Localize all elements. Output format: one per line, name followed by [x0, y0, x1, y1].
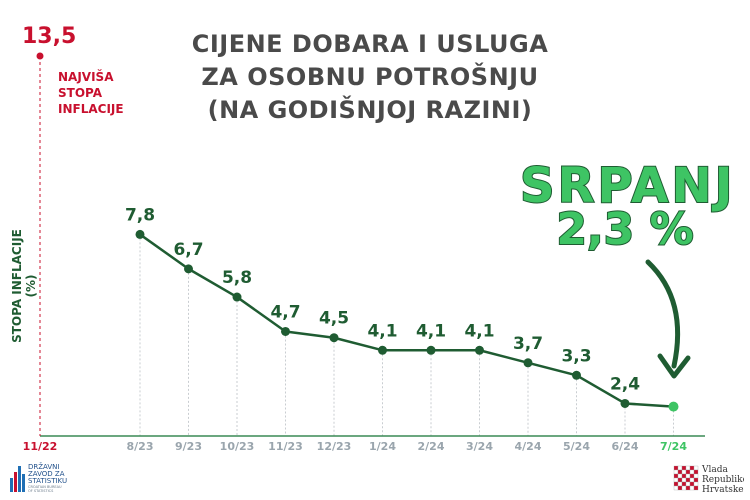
series-line	[139, 233, 674, 408]
svg-text:DRŽAVNI: DRŽAVNI	[28, 462, 59, 471]
peak-marker	[36, 52, 44, 60]
chart-title-line-1: CIJENE DOBARA I USLUGA	[191, 30, 549, 58]
x-tick-label: 8/23	[127, 440, 154, 453]
data-label: 2,4	[610, 374, 640, 394]
data-point	[184, 264, 193, 274]
arrow-shaft	[645, 259, 681, 369]
data-point	[620, 398, 630, 408]
data-point	[378, 345, 387, 355]
peak-value-label: 13,5	[22, 24, 77, 49]
x-tick-label: 9/23	[175, 440, 202, 453]
highlight-month: SRPANJ	[519, 157, 736, 215]
x-tick-label: 7/24	[660, 440, 687, 453]
data-point	[572, 370, 581, 380]
svg-text:CROATIAN BUREAU: CROATIAN BUREAU	[28, 485, 62, 489]
x-tick-label: 6/24	[612, 440, 639, 453]
peak-label-line-3: INFLACIJE	[58, 102, 124, 116]
vlada-logo: Vlada Republike Hrvatske	[673, 465, 744, 495]
svg-text:ZAVOD ZA: ZAVOD ZA	[28, 470, 65, 478]
svg-text:STATISTIKU: STATISTIKU	[28, 477, 67, 485]
data-point	[232, 292, 242, 302]
x-tick-label: 2/24	[418, 440, 445, 453]
data-label: 5,8	[222, 268, 252, 288]
x-tick-label: 1/24	[369, 440, 396, 453]
x-tick-label: 11/23	[268, 440, 303, 453]
data-label: 4,7	[270, 302, 300, 322]
data-label: 3,7	[513, 334, 543, 354]
data-label: 4,5	[319, 309, 349, 329]
chart-title-line-2: ZA OSOBNU POTROŠNJU	[201, 63, 539, 91]
peak-label-line-2: STOPA	[58, 86, 103, 100]
dzs-logo: DRŽAVNI ZAVOD ZA STATISTIKU CROATIAN BUR…	[10, 462, 67, 493]
data-point	[329, 333, 339, 343]
data-point	[523, 358, 533, 368]
svg-text:Republike: Republike	[702, 475, 744, 485]
data-point	[281, 326, 290, 336]
data-point	[475, 345, 484, 355]
x-tick-label: 12/23	[317, 440, 352, 453]
data-point	[668, 401, 679, 412]
data-label: 3,3	[561, 346, 591, 366]
arrow-head	[657, 353, 691, 379]
peak-date-tick-label: 11/22	[23, 440, 58, 453]
vertical-grid-lines	[139, 234, 674, 436]
svg-text:OF STATISTICS: OF STATISTICS	[28, 489, 54, 493]
x-tick-label: 3/24	[466, 440, 493, 453]
data-point	[135, 229, 145, 239]
x-tick-label: 10/23	[220, 440, 255, 453]
data-label: 7,8	[125, 205, 155, 225]
chart-title-line-3: (NA GODIŠNJOJ RAZINI)	[207, 96, 533, 124]
data-label: 4,1	[416, 321, 446, 341]
x-tick-label: 4/24	[515, 440, 542, 453]
data-label: 4,1	[464, 321, 494, 341]
svg-text:Vlada: Vlada	[701, 465, 729, 475]
peak-label-line-1: NAJVIŠA	[58, 70, 114, 84]
data-label: 4,1	[367, 321, 397, 341]
highlight-value: 2,3 %	[555, 203, 694, 256]
svg-text:Hrvatske: Hrvatske	[702, 485, 744, 495]
data-label: 6,7	[173, 240, 203, 260]
data-point	[426, 345, 436, 355]
x-tick-label: 5/24	[563, 440, 590, 453]
